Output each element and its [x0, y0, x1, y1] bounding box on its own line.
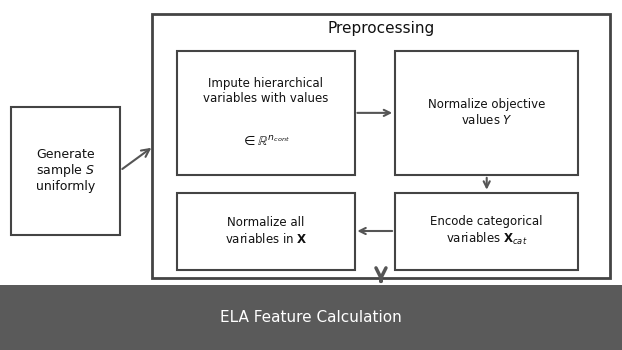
Bar [395, 193, 578, 270]
Bar [395, 51, 578, 175]
Bar [0, 285, 622, 350]
Text: Generate: Generate [36, 148, 95, 161]
Text: Normalize objective
values $Y$: Normalize objective values $Y$ [428, 98, 545, 127]
Text: $\in \mathbb{R}^{n_{cont}}$: $\in \mathbb{R}^{n_{cont}}$ [241, 134, 290, 148]
Text: Normalize all
variables in $\mathbf{X}$: Normalize all variables in $\mathbf{X}$ [225, 216, 307, 246]
Text: Preprocessing: Preprocessing [327, 21, 435, 35]
Text: sample $S$: sample $S$ [36, 162, 95, 179]
Text: ELA Feature Calculation: ELA Feature Calculation [220, 310, 402, 325]
Text: uniformly: uniformly [36, 180, 95, 193]
Bar [177, 193, 355, 270]
Bar [177, 51, 355, 175]
Bar [11, 107, 120, 234]
Text: Encode categorical
variables $\mathbf{X}_{cat}$: Encode categorical variables $\mathbf{X}… [430, 215, 543, 247]
Text: Impute hierarchical
variables with values: Impute hierarchical variables with value… [203, 77, 328, 105]
Bar [152, 14, 610, 278]
